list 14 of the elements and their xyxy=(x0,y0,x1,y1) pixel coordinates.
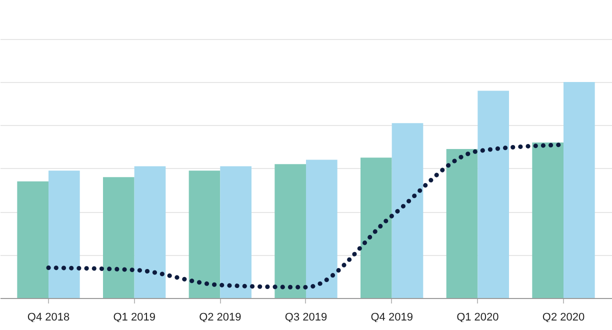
bar xyxy=(17,181,48,298)
bar xyxy=(274,164,306,298)
bar xyxy=(478,90,509,298)
bar xyxy=(48,170,80,298)
bar xyxy=(564,82,595,298)
bar xyxy=(103,177,134,298)
bar xyxy=(220,166,252,298)
bar xyxy=(306,160,338,298)
bar xyxy=(188,170,220,298)
bar xyxy=(532,142,564,298)
bar xyxy=(134,166,166,298)
bar xyxy=(360,158,392,298)
bar xyxy=(392,123,424,298)
bar xyxy=(446,149,478,298)
